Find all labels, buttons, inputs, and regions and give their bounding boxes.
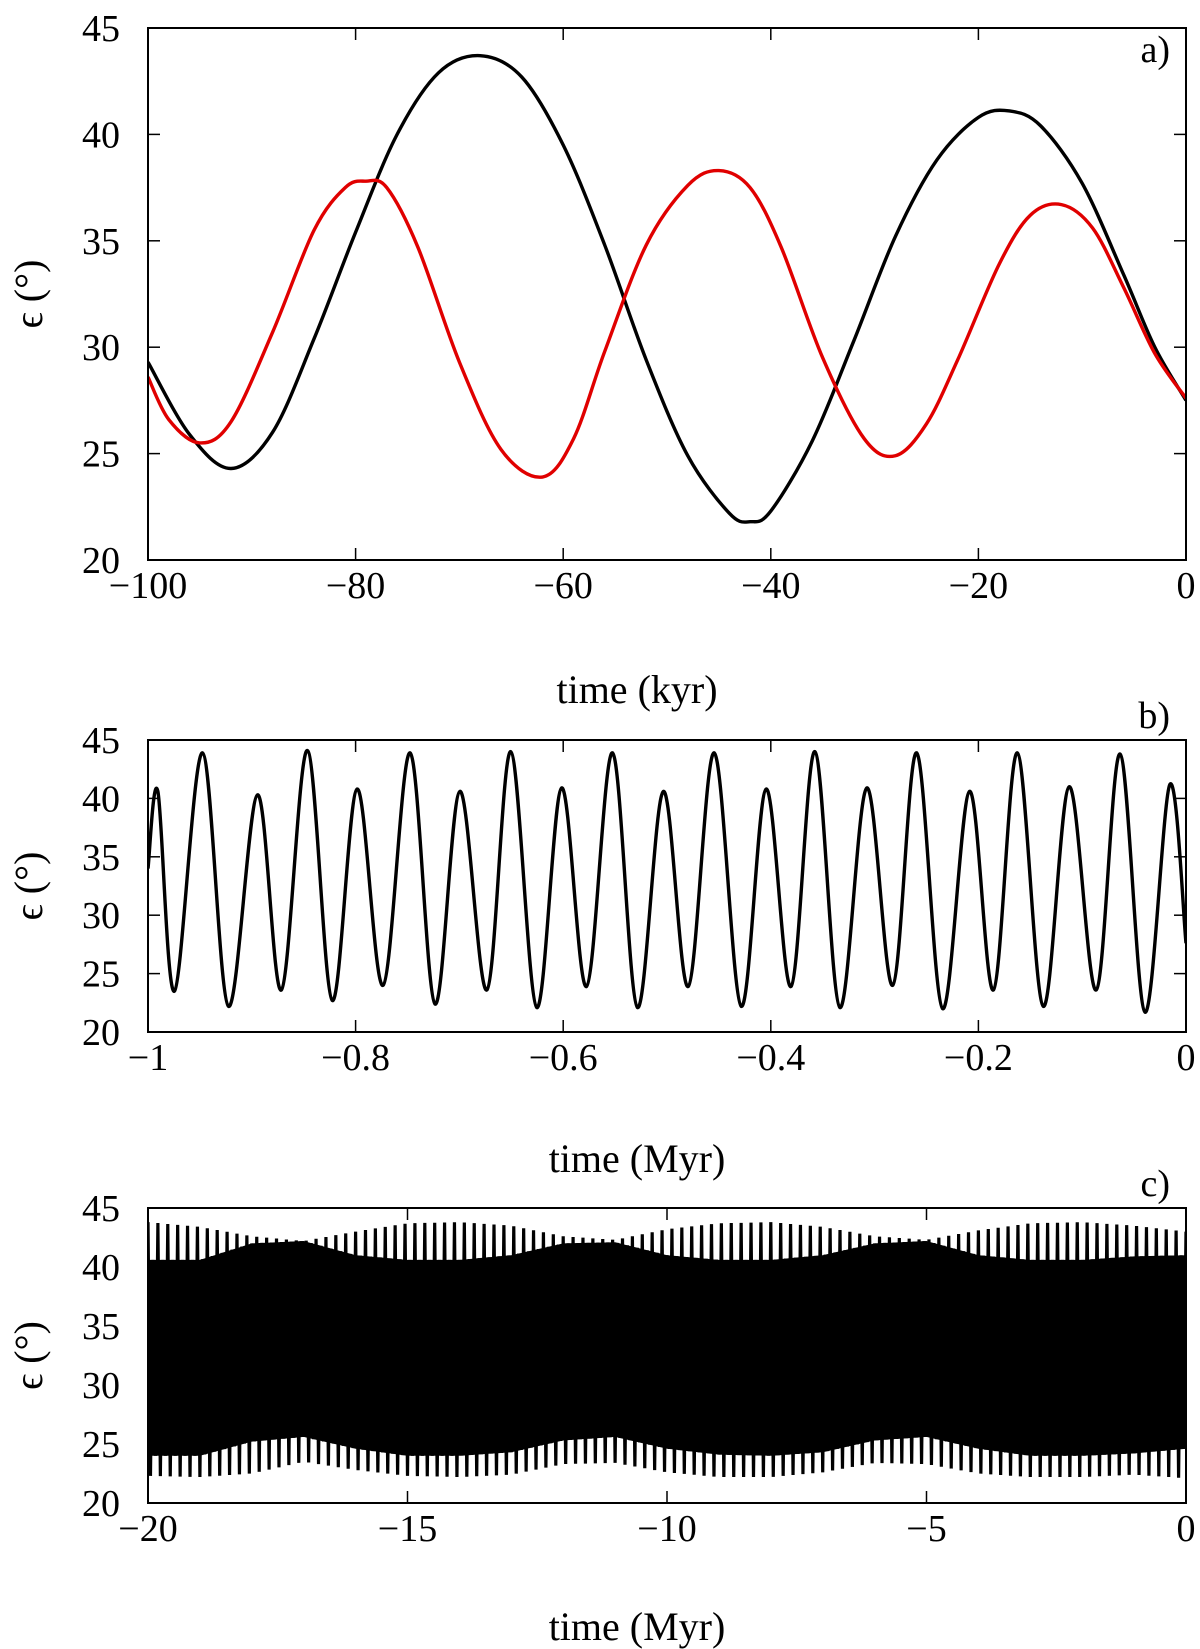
y-axis-title: ϵ (°) xyxy=(6,1321,51,1390)
x-tick-label: −0.4 xyxy=(736,1037,805,1079)
y-tick-label: 40 xyxy=(82,114,120,156)
y-tick-label: 25 xyxy=(82,434,120,476)
y-axis-title: ϵ (°) xyxy=(6,852,51,921)
x-tick-label: −20 xyxy=(949,565,1008,607)
y-tick-label: 45 xyxy=(82,720,120,762)
x-tick-label: 0 xyxy=(1177,1037,1196,1079)
panel-c: −20 −15 −10 −5 0 20 25 30 35 40 45 time (Myr) ϵ (°) c… xyxy=(6,1163,1196,1649)
x-tick-label: 0 xyxy=(1177,565,1196,607)
panel-a: −100 −80 −60 −40 −20 0 20 25 30 35 40 45 time (kyr) ϵ… xyxy=(6,8,1196,712)
x-tick-label: −5 xyxy=(906,1508,946,1550)
y-tick-label: 30 xyxy=(82,895,120,937)
x-tick-label: −20 xyxy=(118,1508,177,1550)
y-tick-label: 35 xyxy=(82,1306,120,1348)
y-tick-label: 40 xyxy=(82,778,120,820)
panel-label: b) xyxy=(1138,695,1170,737)
series-line-2 xyxy=(148,168,1186,479)
x-tick-label: −1 xyxy=(128,1037,168,1079)
y-tick-label: 25 xyxy=(82,954,120,996)
plot-frame xyxy=(147,27,1187,561)
x-tick-label: −80 xyxy=(326,565,385,607)
x-axis-title: time (Myr) xyxy=(549,1604,726,1649)
plot-frame xyxy=(147,739,1187,1033)
x-axis-title: time (kyr) xyxy=(556,667,717,712)
y-tick-label: 20 xyxy=(82,1012,120,1054)
y-tick-label: 20 xyxy=(82,540,120,582)
x-tick-label: −15 xyxy=(378,1508,437,1550)
y-axis-title: ϵ (°) xyxy=(6,260,51,329)
x-tick-label: −0.6 xyxy=(529,1037,598,1079)
x-tick-label: −0.8 xyxy=(321,1037,390,1079)
y-tick-label: 45 xyxy=(82,8,120,50)
y-tick-label: 20 xyxy=(82,1483,120,1525)
y-tick-label: 30 xyxy=(82,1365,120,1407)
y-tick-label: 25 xyxy=(82,1424,120,1466)
series-line-1 xyxy=(148,748,1186,1014)
panel-b: −1 −0.8 −0.6 −0.4 −0.2 0 20 25 30 35 40 45 time (Myr… xyxy=(6,695,1196,1181)
x-tick-label: −60 xyxy=(533,565,592,607)
x-tick-label: −10 xyxy=(637,1508,696,1550)
y-tick-label: 35 xyxy=(82,837,120,879)
series-band xyxy=(148,1241,1186,1456)
y-tick-label: 45 xyxy=(82,1188,120,1230)
panel-label: c) xyxy=(1140,1163,1170,1205)
x-tick-label: −40 xyxy=(741,565,800,607)
series-line-1 xyxy=(148,53,1186,524)
x-tick-label: −0.2 xyxy=(944,1037,1013,1079)
x-axis-title: time (Myr) xyxy=(549,1136,726,1181)
panel-label: a) xyxy=(1140,29,1170,71)
x-tick-label: 0 xyxy=(1177,1508,1196,1550)
x-tick-label: −100 xyxy=(109,565,187,607)
y-tick-label: 40 xyxy=(82,1247,120,1289)
y-tick-label: 35 xyxy=(82,221,120,263)
y-tick-label: 30 xyxy=(82,327,120,369)
